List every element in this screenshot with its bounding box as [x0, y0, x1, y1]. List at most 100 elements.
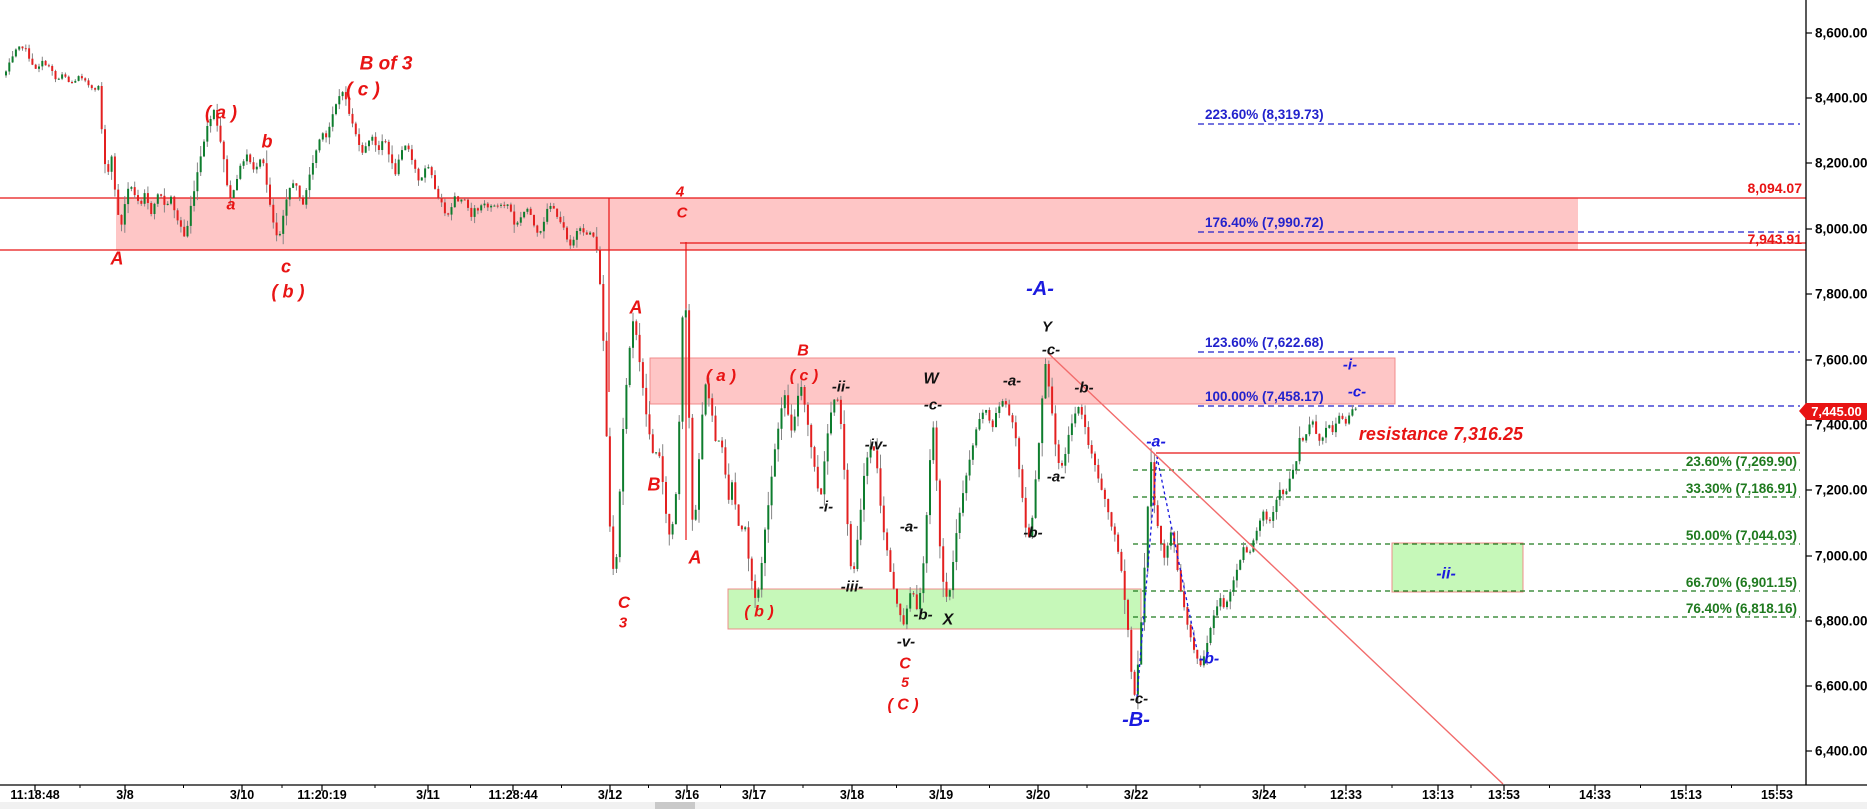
- red-lines-layer: [0, 197, 1806, 540]
- time-tick-label: 3/11: [416, 788, 440, 802]
- wave-label: ( b ): [744, 604, 773, 621]
- wave-label: Y: [1042, 318, 1054, 335]
- fib-retracement-label: 76.40% (6,818.16): [1686, 601, 1797, 616]
- wave-label: -v-: [897, 633, 915, 650]
- price-tick-label: 6,400.00: [1815, 744, 1867, 759]
- wave-label: -c-: [1130, 690, 1148, 707]
- wave-label: B: [648, 474, 661, 494]
- wave-label: -c-: [1348, 383, 1366, 400]
- resistance-label: resistance 7,316.25: [1359, 424, 1524, 444]
- fib-retracement-label: 50.00% (7,044.03): [1686, 528, 1797, 543]
- price-tick-label: 7,800.00: [1815, 287, 1867, 302]
- wave-label: -i-: [819, 498, 833, 515]
- time-tick-label: 11:28:44: [488, 788, 537, 802]
- wave-label: -A-: [1026, 278, 1054, 300]
- price-tick-label: 7,600.00: [1815, 353, 1867, 368]
- price-tick-label: 8,200.00: [1815, 156, 1867, 171]
- wave-label: C: [677, 204, 689, 221]
- time-tick-label: 3/24: [1252, 788, 1276, 802]
- wave-label: a: [227, 197, 236, 214]
- wave-label: -ii-: [1436, 566, 1456, 583]
- time-axis[interactable]: 11:18:48 3/8 3/10 11:20:19 3/11 11:28:44 3/12 3…: [0, 784, 1867, 802]
- wave-label: A: [629, 297, 643, 317]
- fib-layers: 223.60% (8,319.73) 176.40% (7,990.72) 123.…: [1133, 107, 1800, 618]
- wave-label: ( C ): [887, 697, 918, 714]
- wave-labels-red: A ( a ) a b c ( b ) B of 3 ( c ) 4 C A B C 3 A ( a ) B ( …: [110, 54, 919, 714]
- demand-zone-b: [727, 588, 1142, 630]
- wave-label: -a-: [1047, 468, 1065, 485]
- time-tick-label: 3/8: [116, 788, 133, 802]
- price-axis[interactable]: 8,600.00 8,400.00 8,200.00 8,000.00 7,800.00…: [1748, 0, 1867, 785]
- wave-label: -a-: [900, 518, 918, 535]
- time-tick-label: 15:13: [1670, 788, 1702, 802]
- wave-label: -c-: [1042, 341, 1060, 358]
- wave-label: C: [899, 656, 911, 673]
- wave-label: -b-: [913, 606, 932, 623]
- wave-label: 4: [675, 183, 685, 200]
- wave-label: ( b ): [272, 281, 305, 301]
- time-tick-label: 15:53: [1761, 788, 1793, 802]
- wave-label: X: [942, 612, 955, 629]
- wave-label: -a-: [1003, 372, 1021, 389]
- price-tick-label: 8,600.00: [1815, 26, 1867, 41]
- fib-extension-label: 223.60% (8,319.73): [1205, 107, 1324, 122]
- time-tick-label: 11:18:48: [10, 788, 59, 802]
- wave-label: -b-: [1199, 651, 1219, 668]
- wave-label: 3: [619, 614, 628, 631]
- time-tick-label: 3/16: [675, 788, 699, 802]
- price-alert-label: 7,943.91: [1748, 231, 1803, 247]
- wave-label: -a-: [1146, 434, 1166, 451]
- zones-layer: [116, 198, 1578, 630]
- wave-label: -i-: [1343, 356, 1357, 373]
- price-tick-label: 7,200.00: [1815, 483, 1867, 498]
- time-tick-label: 3/22: [1124, 788, 1148, 802]
- time-tick-label: 12:33: [1330, 788, 1362, 802]
- fib-retracement-label: 23.60% (7,269.90): [1686, 454, 1797, 469]
- wave-label: -ii-: [832, 378, 850, 395]
- wave-label: A: [110, 248, 124, 268]
- fib-extension-label: 100.00% (7,458.17): [1205, 389, 1324, 404]
- price-tick-label: 6,800.00: [1815, 614, 1867, 629]
- wave-label: -b-: [1023, 524, 1042, 541]
- wave-label: W: [923, 371, 940, 388]
- wave-labels-black: -ii- -iv- -i- -iii- -b- X -v- W -c- -a- -a- -b- -a- -…: [819, 318, 1148, 707]
- wave-label: 5: [901, 674, 909, 690]
- wave-label: B: [797, 343, 809, 360]
- wave-label: C: [618, 593, 631, 612]
- wave-label: B of 3: [360, 54, 413, 75]
- time-tick-label: 11:20:19: [297, 788, 346, 802]
- last-price-badge: 7,445.00: [1799, 403, 1867, 420]
- wave-label: -iii-: [841, 578, 864, 595]
- wave-label: -B-: [1122, 709, 1150, 731]
- demand-zone-ii: [1391, 542, 1524, 593]
- fib-retracement-label: 66.70% (6,901.15): [1686, 575, 1797, 590]
- time-tick-label: 3/12: [598, 788, 622, 802]
- candle-bodies-layer: [5, 46, 1357, 695]
- wave-label: -b-: [1074, 379, 1093, 396]
- wave-label: A: [688, 547, 702, 567]
- wave-label: b: [262, 131, 273, 151]
- time-tick-label: 3/10: [230, 788, 254, 802]
- wave-labels-blue: -A- -B- -a- -b- -i- -c- -ii-: [1026, 278, 1456, 731]
- fib-extension-label: 123.60% (7,622.68): [1205, 335, 1324, 350]
- time-tick-label: 14:33: [1579, 788, 1611, 802]
- supply-zone-lower: [649, 357, 1396, 405]
- descending-trend-line[interactable]: [1047, 352, 1504, 785]
- price-tick-label: 6,600.00: [1815, 679, 1867, 694]
- wave-label: ( a ): [205, 102, 237, 122]
- scrollbar-thumb[interactable]: [655, 802, 695, 809]
- price-tick-label: 7,000.00: [1815, 549, 1867, 564]
- price-tick-label: 8,000.00: [1815, 222, 1867, 237]
- time-tick-label: 3/18: [840, 788, 864, 802]
- time-tick-label: 3/19: [929, 788, 953, 802]
- horizontal-scrollbar[interactable]: [0, 802, 1867, 809]
- wave-label: -c-: [924, 396, 942, 413]
- price-tick-label: 8,400.00: [1815, 91, 1867, 106]
- wave-label: ( c ): [346, 80, 380, 101]
- price-alert-label: 8,094.07: [1748, 180, 1803, 196]
- time-tick-label: 13:13: [1422, 788, 1454, 802]
- fib-retracement-label: 33.30% (7,186.91): [1686, 481, 1797, 496]
- wave-label: ( c ): [790, 368, 818, 385]
- wave-label: ( a ): [706, 366, 737, 385]
